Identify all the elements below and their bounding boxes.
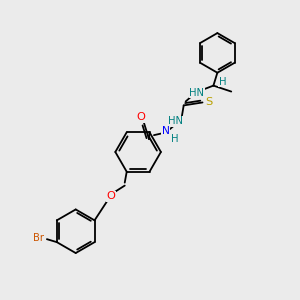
Text: HN: HN bbox=[168, 116, 183, 126]
Text: Br: Br bbox=[34, 233, 44, 243]
Text: O: O bbox=[106, 191, 115, 202]
Text: N: N bbox=[162, 126, 170, 136]
Text: HN: HN bbox=[189, 88, 204, 98]
Text: O: O bbox=[136, 112, 146, 122]
Text: H: H bbox=[171, 134, 178, 144]
Text: H: H bbox=[219, 76, 226, 87]
Text: S: S bbox=[205, 98, 212, 107]
